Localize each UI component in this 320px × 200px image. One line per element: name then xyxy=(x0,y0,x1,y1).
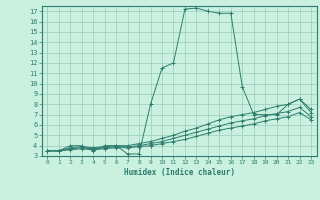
X-axis label: Humidex (Indice chaleur): Humidex (Indice chaleur) xyxy=(124,168,235,177)
